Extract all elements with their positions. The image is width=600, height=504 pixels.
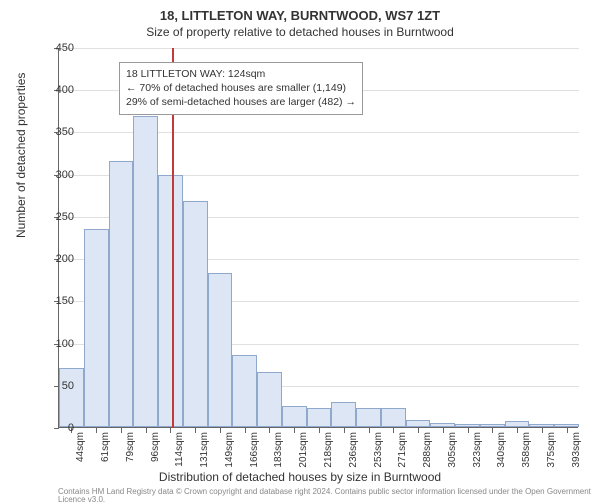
xtick-mark (220, 428, 221, 433)
xtick-mark (96, 428, 97, 433)
plot-area: 44sqm61sqm79sqm96sqm114sqm131sqm149sqm16… (58, 48, 578, 428)
histogram-bar (529, 424, 554, 427)
xtick-mark (195, 428, 196, 433)
page-subtitle: Size of property relative to detached ho… (0, 23, 600, 39)
xtick-mark (146, 428, 147, 433)
histogram-bar (381, 408, 406, 427)
xtick-mark (517, 428, 518, 433)
page-title: 18, LITTLETON WAY, BURNTWOOD, WS7 1ZT (0, 0, 600, 23)
ytick-label: 400 (34, 84, 74, 96)
annotation-line: 18 LITTLETON WAY: 124sqm (126, 67, 356, 81)
ytick-label: 50 (34, 380, 74, 392)
histogram-bar (208, 273, 233, 427)
histogram-bar (232, 355, 257, 427)
xtick-mark (294, 428, 295, 433)
xtick-mark (567, 428, 568, 433)
annotation-line: 29% of semi-detached houses are larger (… (126, 95, 356, 109)
annotation-line: ← 70% of detached houses are smaller (1,… (126, 81, 356, 95)
xtick-mark (269, 428, 270, 433)
chart-plot-area: 44sqm61sqm79sqm96sqm114sqm131sqm149sqm16… (58, 48, 578, 428)
histogram-bar (59, 368, 84, 427)
x-axis-label: Distribution of detached houses by size … (0, 470, 600, 484)
footer-attribution: Contains HM Land Registry data © Crown c… (58, 488, 600, 504)
xtick-mark (468, 428, 469, 433)
histogram-bar (307, 408, 332, 427)
ytick-label: 0 (34, 422, 74, 434)
ytick-label: 150 (34, 295, 74, 307)
xtick-mark (443, 428, 444, 433)
xtick-mark (245, 428, 246, 433)
histogram-bar (183, 201, 208, 427)
annotation-box: 18 LITTLETON WAY: 124sqm← 70% of detache… (119, 62, 363, 115)
xtick-mark (393, 428, 394, 433)
histogram-bar (356, 408, 381, 427)
histogram-bar (282, 406, 307, 427)
gridline (59, 48, 579, 49)
ytick-label: 250 (34, 211, 74, 223)
xtick-mark (492, 428, 493, 433)
histogram-bar (554, 424, 579, 427)
xtick-mark (418, 428, 419, 433)
chart-container: 18, LITTLETON WAY, BURNTWOOD, WS7 1ZT Si… (0, 0, 600, 500)
histogram-bar (133, 116, 158, 427)
histogram-bar (257, 372, 282, 427)
histogram-bar (430, 423, 455, 427)
histogram-bar (455, 424, 480, 427)
ytick-label: 350 (34, 126, 74, 138)
histogram-bar (158, 175, 183, 427)
xtick-mark (121, 428, 122, 433)
ytick-label: 200 (34, 253, 74, 265)
ytick-label: 100 (34, 338, 74, 350)
ytick-label: 300 (34, 169, 74, 181)
y-axis-label: Number of detached properties (14, 73, 28, 238)
xtick-mark (369, 428, 370, 433)
histogram-bar (480, 424, 505, 427)
xtick-mark (344, 428, 345, 433)
xtick-mark (319, 428, 320, 433)
histogram-bar (406, 420, 431, 427)
histogram-bar (505, 421, 530, 427)
xtick-mark (170, 428, 171, 433)
histogram-bar (331, 402, 356, 427)
ytick-label: 450 (34, 42, 74, 54)
xtick-mark (542, 428, 543, 433)
histogram-bar (109, 161, 134, 427)
histogram-bar (84, 229, 109, 427)
